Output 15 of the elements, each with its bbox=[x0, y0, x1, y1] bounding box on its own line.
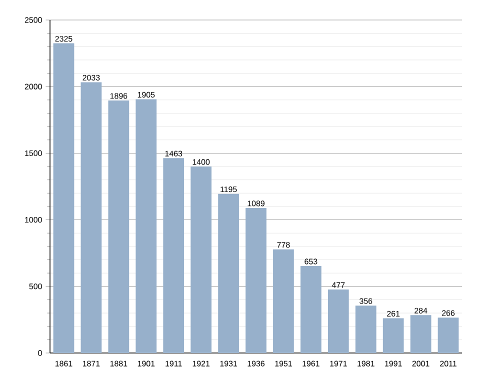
bar bbox=[273, 249, 294, 353]
bar bbox=[300, 266, 322, 353]
bar bbox=[163, 158, 184, 353]
bar bbox=[382, 318, 404, 353]
bar bbox=[328, 289, 349, 353]
bar bbox=[246, 208, 266, 353]
bar bbox=[410, 315, 432, 353]
bar bbox=[218, 194, 239, 353]
bar bbox=[53, 43, 74, 353]
bar bbox=[355, 306, 376, 353]
bar bbox=[80, 82, 102, 353]
bar bbox=[108, 100, 130, 353]
bar bbox=[136, 99, 157, 353]
bar bbox=[190, 166, 212, 353]
bar bbox=[438, 318, 459, 353]
